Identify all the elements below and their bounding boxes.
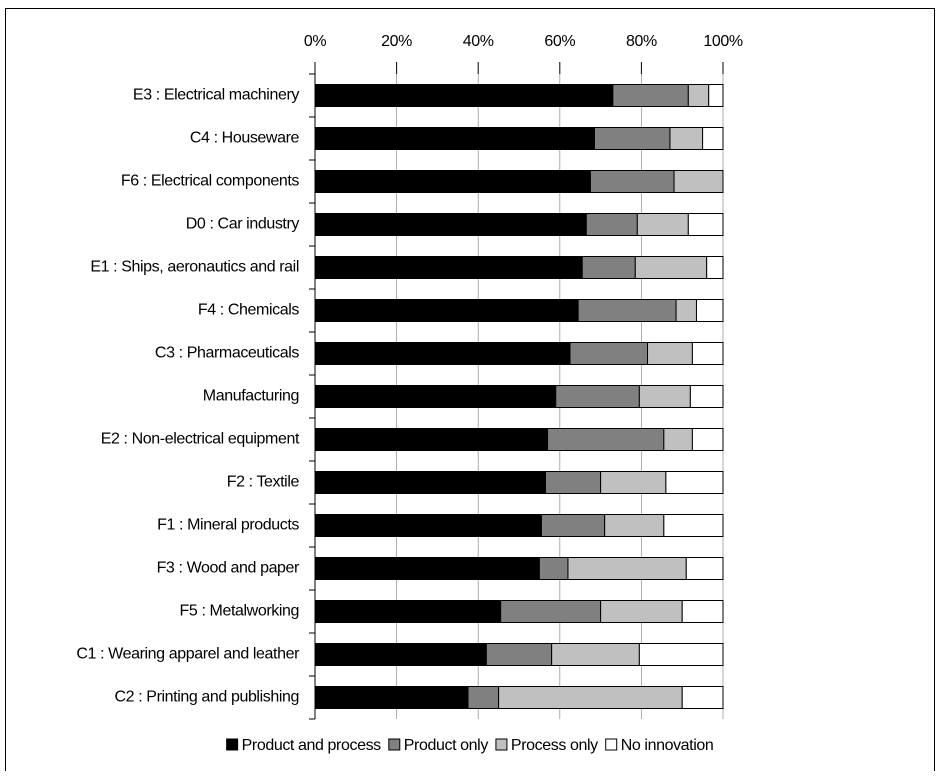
bar-segment bbox=[663, 428, 693, 451]
y-tick-label: E3 : Electrical machinery bbox=[133, 87, 299, 104]
bar-segment bbox=[314, 686, 469, 709]
bar-segment bbox=[673, 170, 724, 193]
x-tick-label: 80% bbox=[626, 33, 657, 50]
x-tick-label: 100% bbox=[703, 33, 742, 50]
bar-segment bbox=[589, 170, 675, 193]
y-tick-label: C2 : Printing and publishing bbox=[115, 689, 299, 706]
bar-segment bbox=[600, 600, 683, 623]
legend-label: Product and process bbox=[242, 737, 382, 754]
bar-segment bbox=[314, 170, 591, 193]
bar-segment bbox=[314, 428, 549, 451]
bar-segment bbox=[314, 84, 614, 107]
bar-segment bbox=[540, 514, 606, 537]
bar-segment bbox=[600, 471, 667, 494]
y-tick-label: D0 : Car industry bbox=[186, 216, 300, 233]
bar-segment bbox=[687, 213, 724, 236]
bar-segment bbox=[314, 342, 571, 365]
bar-segment bbox=[691, 428, 724, 451]
x-tick-label: 60% bbox=[544, 33, 575, 50]
bar-segment bbox=[555, 385, 640, 408]
legend-swatch bbox=[495, 738, 508, 751]
y-tick-label: F1 : Mineral products bbox=[157, 517, 299, 534]
legend-swatch bbox=[605, 738, 618, 751]
bar-segment bbox=[593, 127, 671, 150]
bar-segment bbox=[612, 84, 689, 107]
bar-segment bbox=[604, 514, 665, 537]
bar-segment bbox=[681, 600, 724, 623]
bar-segment bbox=[689, 385, 724, 408]
legend-label: No innovation bbox=[621, 737, 714, 754]
bar-segment bbox=[675, 299, 697, 322]
bar-segment bbox=[634, 256, 708, 279]
bar-segment bbox=[314, 213, 587, 236]
bar-segment bbox=[314, 643, 487, 666]
legend-swatch bbox=[388, 738, 401, 751]
legend-label: Process only bbox=[511, 737, 598, 754]
bar-segment bbox=[485, 643, 553, 666]
bar-segment bbox=[538, 557, 569, 580]
bar-segment bbox=[669, 127, 704, 150]
bar-segment bbox=[569, 342, 649, 365]
bar-segment bbox=[314, 299, 579, 322]
y-tick-label: F5 : Metalworking bbox=[180, 603, 299, 620]
bar-segment bbox=[647, 342, 693, 365]
y-tick-label: Manufacturing bbox=[203, 388, 299, 405]
bar-segment bbox=[581, 256, 636, 279]
y-tick-label: F2 : Textile bbox=[227, 474, 300, 491]
bar-segment bbox=[585, 213, 638, 236]
bar-segment bbox=[685, 557, 724, 580]
bar-segment bbox=[547, 428, 665, 451]
bar-segment bbox=[314, 471, 547, 494]
bar-segment bbox=[708, 84, 724, 107]
y-tick-label: C1 : Wearing apparel and leather bbox=[76, 646, 300, 663]
bar-segment bbox=[498, 686, 683, 709]
y-tick-label: C3 : Pharmaceuticals bbox=[155, 345, 299, 362]
bar-segment bbox=[567, 557, 687, 580]
bar-segment bbox=[467, 686, 500, 709]
y-tick-label: E1 : Ships, aeronautics and rail bbox=[90, 259, 299, 276]
bar-segment bbox=[314, 600, 502, 623]
bar-segment bbox=[577, 299, 677, 322]
bar-segment bbox=[636, 213, 689, 236]
bar-segment bbox=[638, 643, 724, 666]
legend-swatch bbox=[226, 738, 239, 751]
x-tick-label: 40% bbox=[463, 33, 494, 50]
bar-segment bbox=[314, 256, 583, 279]
y-tick-label: C4 : Houseware bbox=[190, 130, 300, 147]
bar-segment bbox=[695, 299, 724, 322]
bar-segment bbox=[681, 686, 724, 709]
bar-segment bbox=[665, 471, 724, 494]
bar-segment bbox=[314, 557, 540, 580]
bar-segment bbox=[314, 514, 542, 537]
bar-segment bbox=[702, 127, 724, 150]
y-tick-label: F4 : Chemicals bbox=[198, 302, 299, 319]
y-tick-label: F6 : Electrical components bbox=[121, 173, 300, 190]
bar-segment bbox=[500, 600, 602, 623]
x-tick-label: 20% bbox=[381, 33, 412, 50]
x-tick-label: 0% bbox=[304, 33, 326, 50]
bar-segment bbox=[551, 643, 640, 666]
legend-label: Product only bbox=[404, 737, 489, 754]
bar-segment bbox=[545, 471, 602, 494]
y-tick-label: E2 : Non-electrical equipment bbox=[101, 431, 300, 448]
bar-segment bbox=[638, 385, 691, 408]
bar-segment bbox=[314, 127, 595, 150]
bar-segment bbox=[314, 385, 557, 408]
bar-segment bbox=[691, 342, 724, 365]
bar-segment bbox=[687, 84, 710, 107]
bar-segment bbox=[706, 256, 724, 279]
bar-segment bbox=[663, 514, 724, 537]
y-tick-label: F3 : Wood and paper bbox=[157, 560, 300, 577]
